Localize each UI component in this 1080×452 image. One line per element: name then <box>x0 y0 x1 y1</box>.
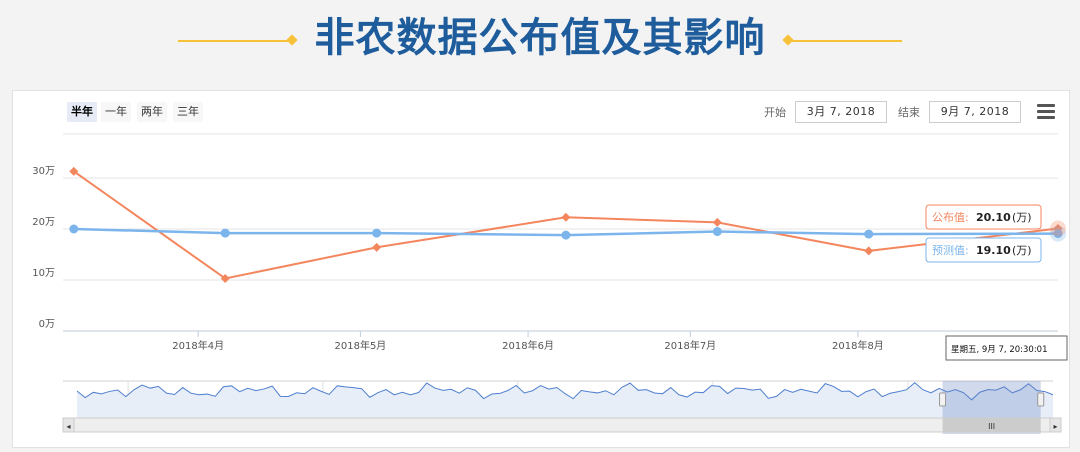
data-point-forecast <box>712 227 722 237</box>
header: 非农数据公布值及其影响 <box>0 0 1080 80</box>
range-button-half-year[interactable]: 半年 <box>67 102 97 122</box>
x-tick-label: 2018年7月 <box>664 339 716 352</box>
scrollbar-left-button <box>62 417 75 433</box>
navigator-series <box>76 381 1054 401</box>
tooltip-forecast-unit: (万) <box>1012 244 1032 257</box>
navigator-handle-left <box>939 392 947 407</box>
start-date-input[interactable]: 3月 7, 2018 <box>795 101 887 123</box>
tooltip-published-value: 20.10 <box>976 211 1011 224</box>
data-point-forecast <box>372 228 382 238</box>
end-date-label: 结束 <box>898 106 920 119</box>
scrollbar-grip: III <box>988 422 995 431</box>
decorative-line-left <box>178 40 290 42</box>
range-button-two-years[interactable]: 两年 <box>137 102 167 122</box>
hover-halo-published <box>1050 220 1066 237</box>
navigator-handle-right <box>1037 392 1045 407</box>
y-tick-label: 30万 <box>32 166 55 177</box>
x-tick-label: 2018年4月 <box>172 339 224 352</box>
hover-halo-forecast <box>1050 225 1066 242</box>
y-tick-label: 20万 <box>32 217 55 228</box>
data-point-published <box>372 242 382 252</box>
data-point-published <box>69 166 79 176</box>
data-point-published <box>561 212 571 222</box>
x-tick-label: 2018年8月 <box>832 339 884 352</box>
page-title: 非农数据公布值及其影响 <box>314 15 766 61</box>
data-point-forecast <box>1053 229 1063 239</box>
tooltip-published-label: 公布值: <box>932 211 969 224</box>
tooltip-published-box <box>925 204 1042 230</box>
crosshair-label-box <box>945 335 1068 361</box>
scrollbar-right-button <box>1049 417 1062 433</box>
scroll-left-arrow-icon: ◂ <box>66 422 70 431</box>
data-point-forecast <box>864 229 874 239</box>
chart-panel: 半年 一年 两年 三年 开始 3月 7, 2018 结束 9月 7, 2018 … <box>12 90 1070 448</box>
end-date-input[interactable]: 9月 7, 2018 <box>929 101 1021 123</box>
start-date-label: 开始 <box>764 106 786 119</box>
x-tick-label: 2018年5月 <box>335 339 387 352</box>
decorative-diamond-left <box>286 34 298 46</box>
tooltip-forecast-box <box>925 237 1042 263</box>
data-point-published <box>864 246 874 256</box>
range-button-one-year[interactable]: 一年 <box>101 102 131 122</box>
data-point-published <box>712 217 722 227</box>
y-tick-label: 10万 <box>32 268 55 279</box>
scrollbar-track <box>62 417 1062 433</box>
tooltip-forecast-label: 预测值: <box>932 244 969 257</box>
scroll-right-arrow-icon: ▸ <box>1053 422 1057 431</box>
tooltip-forecast-value: 19.10 <box>976 244 1011 257</box>
data-point-forecast <box>69 224 79 234</box>
menu-icon[interactable] <box>1037 104 1055 120</box>
y-tick-label: 0万 <box>39 319 55 330</box>
scrollbar-thumb <box>942 418 1041 432</box>
tooltip-published-unit: (万) <box>1012 211 1032 224</box>
data-point-forecast <box>220 228 230 238</box>
data-point-published <box>220 273 230 283</box>
data-point-forecast <box>561 230 571 240</box>
navigator-area <box>77 382 1053 418</box>
decorative-line-right <box>792 40 902 42</box>
x-tick-label: 2018年6月 <box>502 339 554 352</box>
range-button-three-years[interactable]: 三年 <box>173 102 203 122</box>
series-line-published <box>73 170 1059 280</box>
crosshair-label: 星期五, 9月 7, 20:30:01 <box>951 345 1048 355</box>
chart-canvas: 0万 10万 20万 30万 2018年4月 2018年5月 2018年6月 2018年7月 2… <box>32 133 1068 434</box>
